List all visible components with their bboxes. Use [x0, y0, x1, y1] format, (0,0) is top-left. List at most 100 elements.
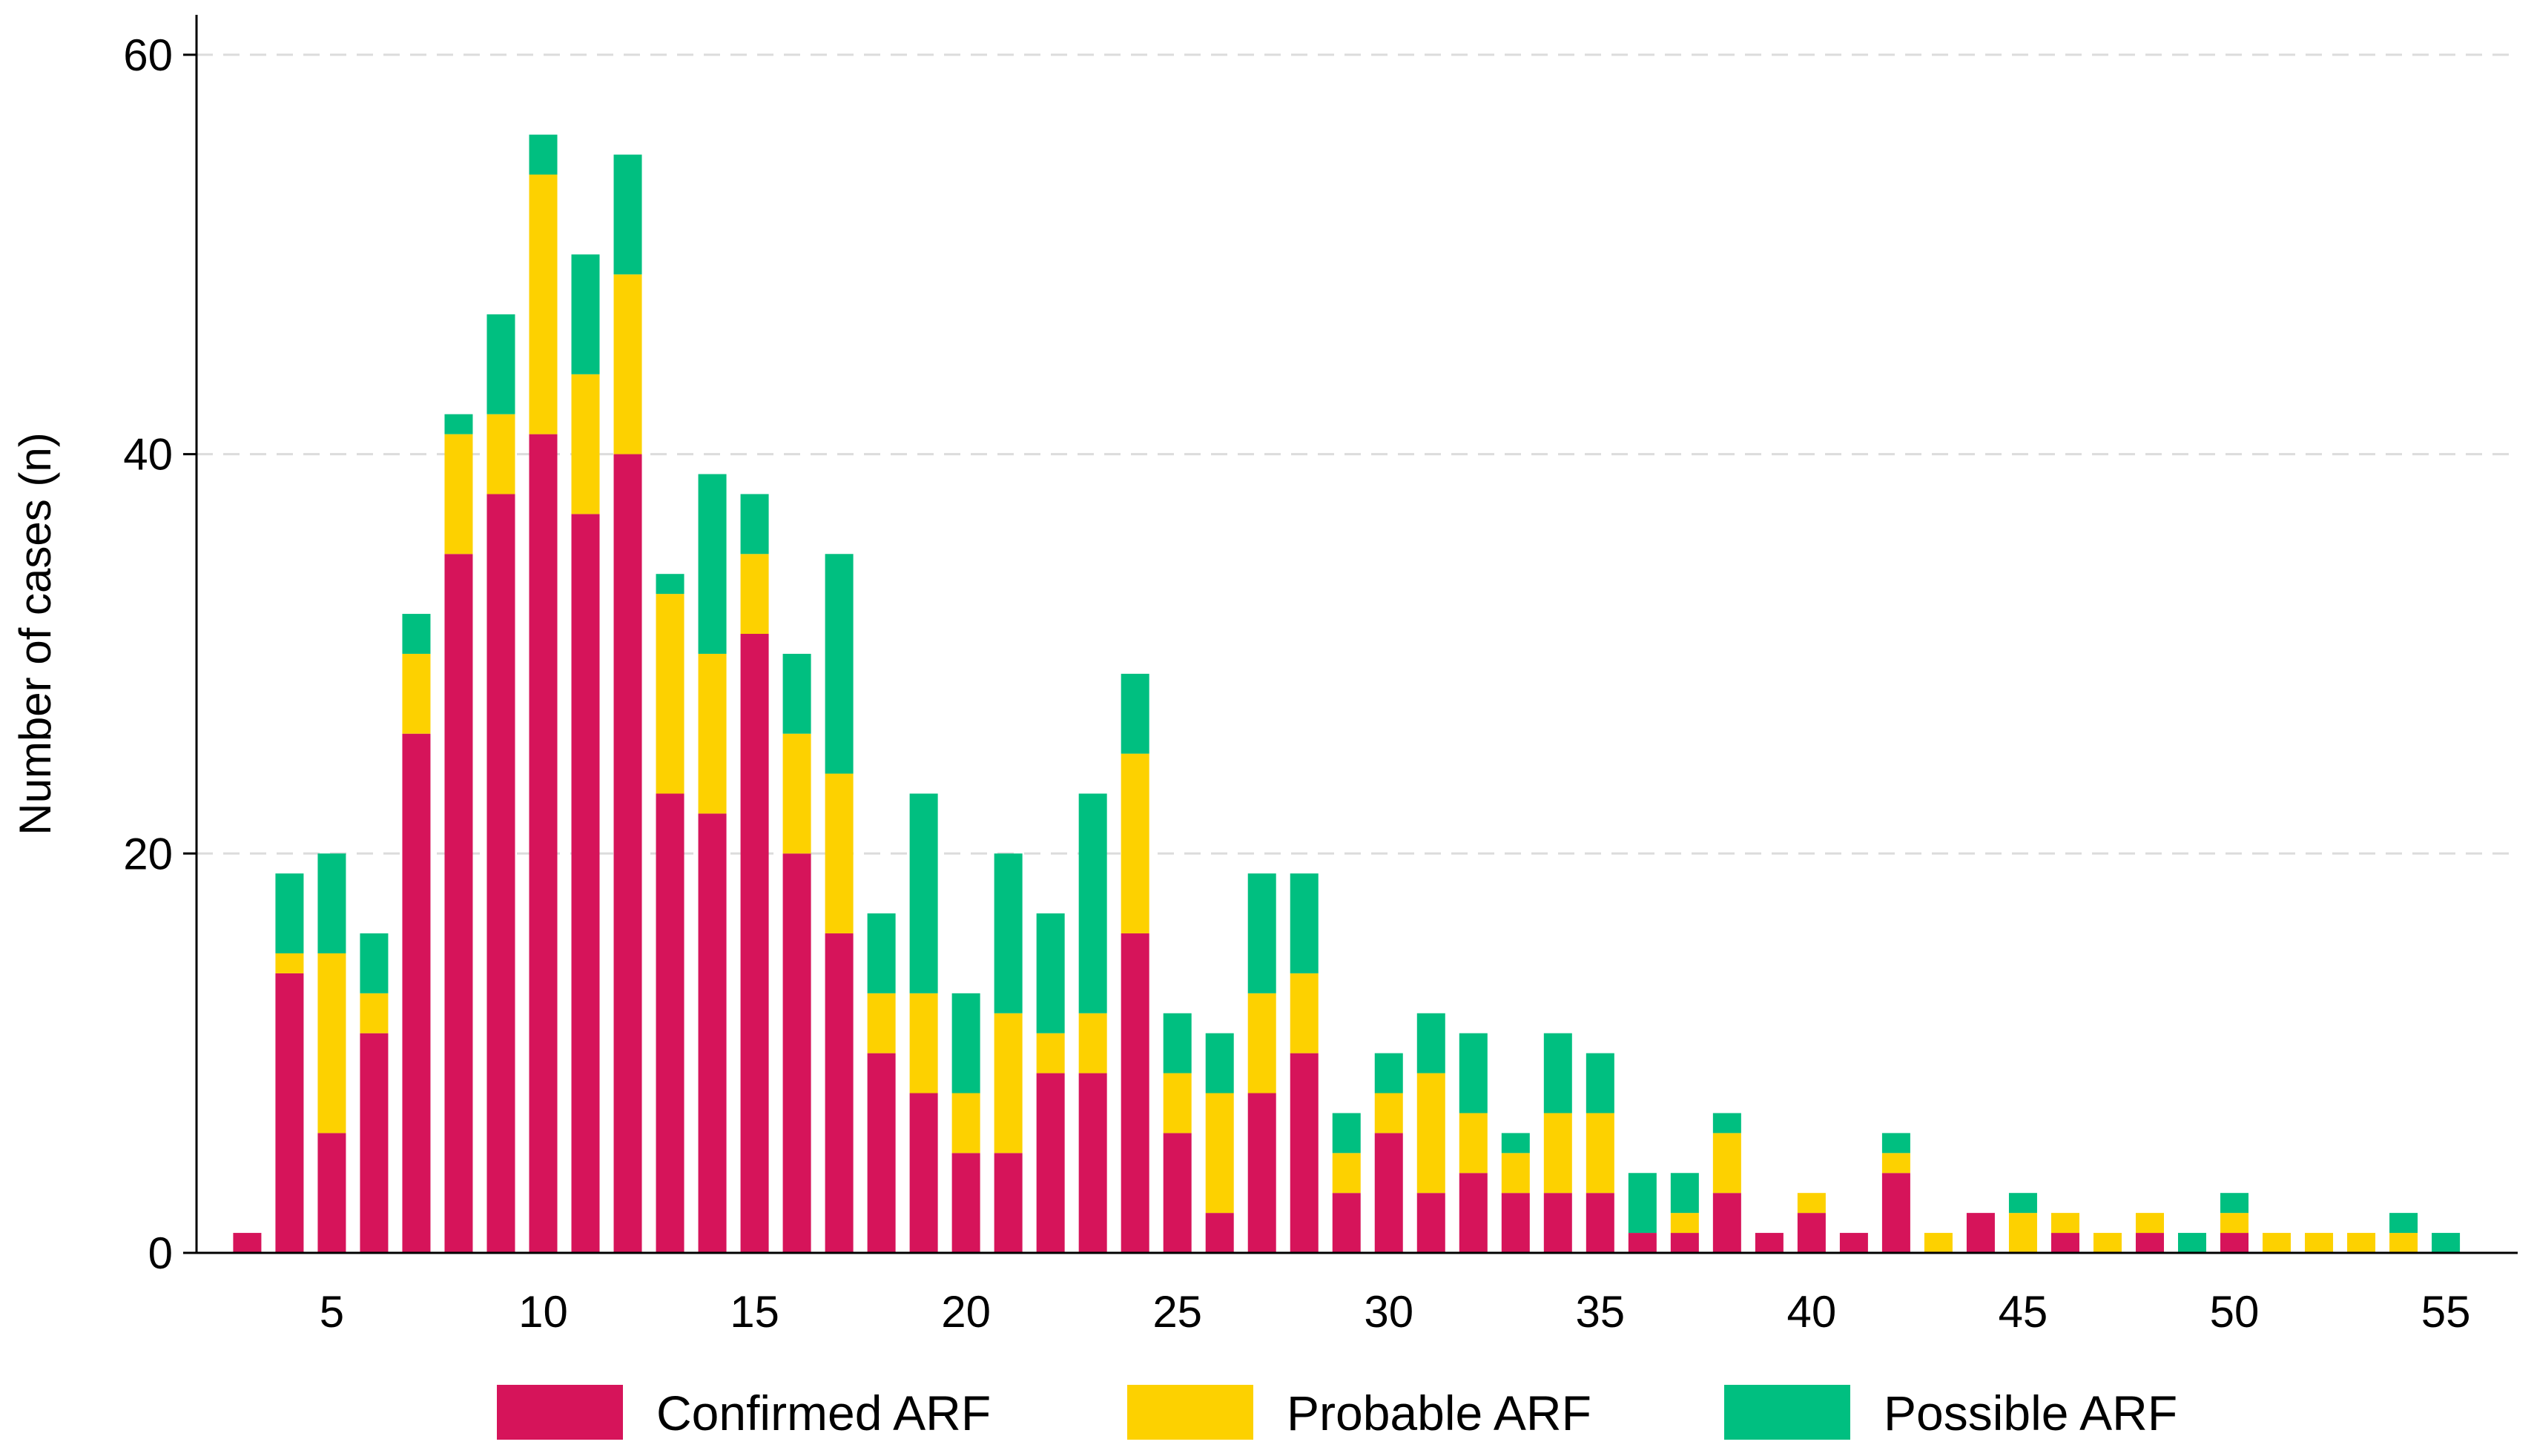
legend-swatch-confirmed-arf — [497, 1385, 623, 1440]
bar-segment-probable-arf-40 — [1797, 1193, 1826, 1214]
bar-segment-probable-arf-16 — [782, 733, 811, 854]
bar-segment-possible-arf-29 — [1332, 1113, 1361, 1154]
axes — [195, 15, 2518, 1254]
bar-segment-confirmed-arf-23 — [1078, 1073, 1107, 1253]
bar-segment-confirmed-arf-46 — [2050, 1233, 2079, 1253]
bar-segment-probable-arf-42 — [1881, 1153, 1910, 1174]
bar-segment-confirmed-arf-32 — [1459, 1173, 1488, 1253]
bar-segment-confirmed-arf-8 — [444, 554, 473, 1253]
bar-segment-probable-arf-54 — [2389, 1233, 2418, 1253]
bar-segment-probable-arf-15 — [740, 554, 769, 634]
bar-segment-confirmed-arf-29 — [1332, 1193, 1361, 1253]
x-tick-label: 35 — [1575, 1287, 1625, 1337]
bar-segment-possible-arf-9 — [486, 314, 515, 414]
bar-segment-probable-arf-50 — [2220, 1213, 2249, 1234]
bar-segment-possible-arf-26 — [1205, 1033, 1234, 1093]
bar-segment-possible-arf-42 — [1881, 1133, 1910, 1154]
bar-segment-confirmed-arf-11 — [571, 514, 600, 1253]
bar-segment-possible-arf-31 — [1416, 1013, 1445, 1073]
bar-segment-probable-arf-14 — [698, 653, 727, 814]
bar-segment-confirmed-arf-21 — [994, 1153, 1023, 1253]
bar-segment-probable-arf-20 — [951, 1093, 980, 1154]
bar-segment-possible-arf-8 — [444, 414, 473, 434]
bar-segment-confirmed-arf-36 — [1628, 1233, 1657, 1253]
y-tick-label: 60 — [123, 30, 173, 80]
x-tick-label: 30 — [1364, 1287, 1413, 1337]
bar-segment-possible-arf-7 — [402, 614, 431, 654]
bar-segment-possible-arf-21 — [994, 853, 1023, 1013]
bar-segment-possible-arf-11 — [571, 254, 600, 374]
legend-label-confirmed-arf: Confirmed ARF — [656, 1386, 991, 1440]
bar-segment-confirmed-arf-15 — [740, 634, 769, 1253]
bar-segment-confirmed-arf-3 — [233, 1233, 262, 1253]
legend: Confirmed ARF Probable ARF Possible ARF — [497, 1385, 2177, 1440]
bar-segment-possible-arf-25 — [1163, 1013, 1192, 1073]
bar-segment-probable-arf-7 — [402, 653, 431, 734]
bar-segment-probable-arf-9 — [486, 414, 515, 494]
bar-segment-possible-arf-17 — [825, 554, 854, 774]
bar-segment-confirmed-arf-20 — [951, 1153, 980, 1253]
x-tick-label: 15 — [730, 1287, 779, 1337]
bar-segment-probable-arf-45 — [2008, 1213, 2037, 1253]
x-tick-label: 5 — [320, 1287, 344, 1337]
bar-segment-confirmed-arf-9 — [486, 494, 515, 1253]
bar-segment-possible-arf-55 — [2432, 1233, 2461, 1253]
bar-segment-possible-arf-35 — [1586, 1053, 1614, 1113]
bar-segment-probable-arf-8 — [444, 434, 473, 555]
bar-segment-confirmed-arf-5 — [317, 1133, 346, 1253]
bar-segment-probable-arf-31 — [1416, 1073, 1445, 1194]
x-tick-label: 10 — [518, 1287, 568, 1337]
bar-segment-possible-arf-54 — [2389, 1213, 2418, 1234]
tick-labels: 0 20 40 60 5 10 15 20 25 30 35 40 45 50 55 — [123, 30, 2470, 1337]
bar-segment-probable-arf-21 — [994, 1013, 1023, 1154]
bar-segment-possible-arf-14 — [698, 474, 727, 654]
bar-segment-possible-arf-32 — [1459, 1033, 1488, 1113]
y-tick-label: 20 — [123, 829, 173, 878]
x-tick-label: 50 — [2210, 1287, 2260, 1337]
bar-segment-possible-arf-5 — [317, 853, 346, 953]
bar-segment-possible-arf-37 — [1670, 1173, 1699, 1214]
bar-segment-probable-arf-22 — [1036, 1033, 1065, 1073]
bar-segment-probable-arf-47 — [2093, 1233, 2122, 1253]
bar-segment-probable-arf-29 — [1332, 1153, 1361, 1194]
bar-segment-possible-arf-6 — [360, 933, 389, 993]
y-axis-title: Number of cases (n) — [10, 432, 60, 835]
legend-label-possible-arf: Possible ARF — [1884, 1386, 2177, 1440]
bar-segment-possible-arf-27 — [1247, 873, 1276, 993]
bar-segment-confirmed-arf-31 — [1416, 1193, 1445, 1253]
bar-segment-confirmed-arf-7 — [402, 733, 431, 1253]
bar-segment-possible-arf-15 — [740, 494, 769, 555]
bar-segment-possible-arf-23 — [1078, 793, 1107, 1013]
bar-segment-confirmed-arf-30 — [1374, 1133, 1403, 1253]
bar-segment-probable-arf-17 — [825, 773, 854, 934]
bar-segment-confirmed-arf-37 — [1670, 1233, 1699, 1253]
bar-segment-confirmed-arf-50 — [2220, 1233, 2249, 1253]
bar-segment-probable-arf-35 — [1586, 1113, 1614, 1194]
bar-segment-probable-arf-11 — [571, 374, 600, 514]
x-tick-label: 55 — [2421, 1287, 2471, 1337]
bar-segment-confirmed-arf-12 — [613, 454, 642, 1254]
x-tick-label: 20 — [941, 1287, 991, 1337]
bar-segment-probable-arf-13 — [656, 594, 684, 794]
bar-segment-probable-arf-27 — [1247, 993, 1276, 1093]
bar-segment-probable-arf-38 — [1712, 1133, 1741, 1194]
bar-segment-confirmed-arf-41 — [1839, 1233, 1868, 1253]
bar-segment-possible-arf-13 — [656, 574, 684, 595]
bar-segment-probable-arf-4 — [275, 953, 304, 973]
bar-segment-probable-arf-6 — [360, 993, 389, 1033]
bar-segment-possible-arf-22 — [1036, 913, 1065, 1033]
bar-segment-probable-arf-23 — [1078, 1013, 1107, 1073]
bar-segment-possible-arf-38 — [1712, 1113, 1741, 1134]
bars — [233, 134, 2461, 1254]
bar-segment-probable-arf-48 — [2135, 1213, 2164, 1234]
bar-segment-possible-arf-33 — [1501, 1133, 1530, 1154]
bar-segment-probable-arf-12 — [613, 274, 642, 454]
bar-segment-probable-arf-10 — [529, 174, 558, 434]
bar-segment-confirmed-arf-10 — [529, 434, 558, 1253]
x-tick-label: 40 — [1787, 1287, 1837, 1337]
bar-segment-possible-arf-19 — [909, 793, 938, 993]
bar-segment-probable-arf-46 — [2050, 1213, 2079, 1234]
bar-segment-possible-arf-24 — [1121, 673, 1149, 754]
bar-segment-possible-arf-10 — [529, 134, 558, 175]
